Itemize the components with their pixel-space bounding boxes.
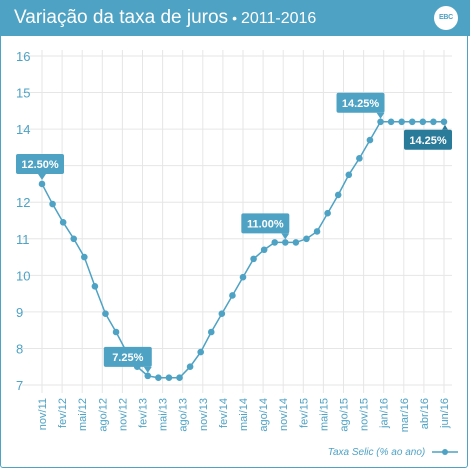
data-point <box>38 180 46 188</box>
callout-pointer <box>376 112 385 119</box>
data-point <box>91 283 99 290</box>
x-tick-label: fev/13 <box>138 398 150 428</box>
data-point <box>292 239 300 246</box>
data-point <box>81 253 88 261</box>
x-tick-label: mai/15 <box>318 398 330 431</box>
x-tick-label: fev/14 <box>218 398 230 428</box>
data-point <box>250 255 257 263</box>
y-tick-label: 8 <box>16 341 23 356</box>
y-tick-label: 7 <box>16 378 23 393</box>
x-tick-label: nov/11 <box>37 398 49 430</box>
x-tick-label: ago/13 <box>178 398 190 432</box>
y-tick-label: 12 <box>16 195 30 210</box>
data-point <box>440 118 448 126</box>
x-tick-label: mar/16 <box>399 398 411 432</box>
callout-pointer <box>442 124 448 130</box>
callout-label: 14.25% <box>409 135 447 147</box>
y-tick-label: 10 <box>16 268 30 283</box>
data-point <box>59 219 67 226</box>
x-tick-label: ago/12 <box>97 398 109 432</box>
data-point <box>218 310 226 318</box>
data-point <box>377 118 384 126</box>
data-point <box>271 239 279 246</box>
callout-pointer <box>38 173 46 180</box>
data-point <box>419 118 427 126</box>
x-tick-label: nov/13 <box>198 398 210 431</box>
x-tick-label: abr/16 <box>419 398 431 429</box>
data-point <box>313 228 321 235</box>
data-point <box>239 273 247 281</box>
data-point <box>408 118 416 126</box>
x-tick-label: jan/16 <box>379 398 391 429</box>
x-tick-label: mai/12 <box>77 398 89 431</box>
data-point <box>303 235 310 243</box>
ebc-logo: EBC <box>434 6 458 30</box>
legend-label: Taxa Selic (% ao ano) <box>327 447 426 458</box>
callout-box <box>16 153 64 174</box>
data-point <box>387 118 395 126</box>
data-point <box>366 136 374 144</box>
y-tick-label: 14 <box>16 122 30 137</box>
y-tick-label: 15 <box>16 86 30 101</box>
data-point <box>112 328 120 336</box>
title-years: 2011-2016 <box>240 10 317 27</box>
data-point <box>155 374 162 381</box>
y-tick-label: 16 <box>16 49 30 64</box>
data-point <box>430 118 437 126</box>
x-tick-label: nov/14 <box>278 398 290 431</box>
data-point <box>197 348 204 356</box>
y-tick-label: 11 <box>16 232 30 247</box>
chart-title: Variação da taxa de juros • 2011-2016 <box>14 7 316 29</box>
data-point <box>356 155 363 162</box>
data-point <box>207 328 215 336</box>
x-tick-label: mai/13 <box>158 398 170 431</box>
data-point <box>229 292 236 299</box>
callout-label: 11.00% <box>247 218 284 230</box>
x-tick-label: mai/14 <box>238 398 250 431</box>
data-point <box>186 363 194 371</box>
data-point <box>176 374 183 381</box>
legend-swatch-icon <box>432 449 458 456</box>
data-point <box>398 118 405 126</box>
callout-label: 7.25% <box>112 352 143 364</box>
x-tick-label: nov/15 <box>359 398 371 431</box>
data-point <box>70 235 78 243</box>
x-tick-label: jun/16 <box>439 398 451 429</box>
data-point <box>334 191 342 199</box>
x-tick-label: ago/14 <box>258 398 270 432</box>
callout-box <box>103 346 152 367</box>
x-tick-label: ago/15 <box>339 398 351 432</box>
x-tick-label: fev/12 <box>57 398 69 428</box>
title-separator: • <box>232 10 237 26</box>
data-point <box>282 239 289 246</box>
callout-box <box>404 129 452 150</box>
callout-label: 12.50% <box>21 159 59 171</box>
y-tick-label: 9 <box>16 305 23 320</box>
data-point <box>144 372 152 380</box>
callout-pointer <box>281 233 290 240</box>
data-point <box>49 200 56 208</box>
data-point <box>165 374 173 381</box>
header-bar: Variação da taxa de juros • 2011-2016 EBC <box>0 0 470 36</box>
x-tick-label: fev/15 <box>298 398 310 428</box>
data-point <box>345 171 353 179</box>
callout-label: 14.25% <box>342 98 380 110</box>
title-text: Variação da taxa de juros <box>14 7 229 28</box>
data-point <box>102 310 109 318</box>
data-point <box>324 209 331 217</box>
callout-pointer <box>143 366 152 373</box>
legend: Taxa Selic (% ao ano) <box>328 447 458 458</box>
x-tick-label: nov/12 <box>117 398 129 431</box>
data-point <box>260 246 268 254</box>
callout-box <box>241 213 290 234</box>
callout-box <box>336 92 385 113</box>
